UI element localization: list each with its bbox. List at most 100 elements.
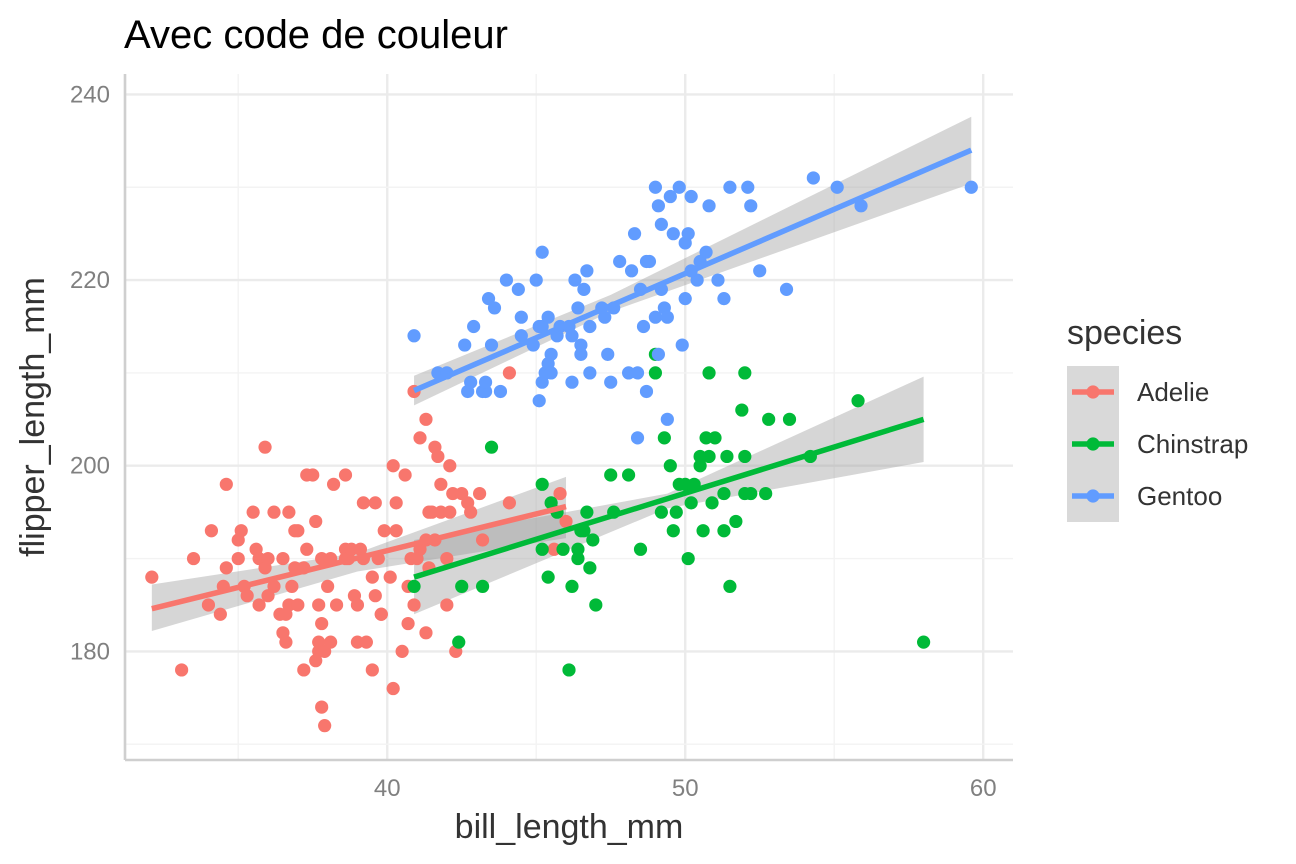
adelie-point	[502, 496, 517, 510]
gentoo-point	[604, 375, 618, 389]
adelie-point	[318, 719, 332, 733]
adelie-point	[443, 459, 457, 473]
adelie-point	[338, 468, 353, 482]
y-axis-title: flipper_length_mm	[14, 277, 52, 557]
adelie-point	[377, 524, 391, 538]
x-axis-title: bill_length_mm	[455, 808, 684, 846]
gentoo-fit-line	[412, 147, 973, 394]
adelie-point	[440, 598, 454, 612]
gentoo-point	[660, 310, 674, 324]
gentoo-point	[654, 217, 668, 231]
chinstrap-point	[684, 496, 698, 510]
adelie-point	[365, 663, 379, 677]
chinstrap-point	[696, 524, 710, 538]
chinstrap-point	[762, 412, 776, 426]
gentoo-point	[478, 375, 493, 389]
gentoo-point	[660, 412, 674, 426]
gentoo-point	[574, 347, 588, 361]
chart-title: Avec code de couleur	[124, 13, 508, 57]
adelie-point	[356, 496, 370, 510]
gentoo-point	[717, 292, 731, 306]
chinstrap-point	[735, 403, 749, 417]
gentoo-point	[648, 180, 663, 194]
chinstrap-point	[571, 551, 585, 566]
gentoo-point	[630, 431, 645, 445]
adelie-point	[383, 570, 397, 584]
gentoo-point	[854, 199, 868, 213]
adelie-point	[359, 635, 373, 649]
adelie-point	[267, 505, 281, 519]
gentoo-point	[565, 375, 579, 389]
y-tick-label: 200	[70, 453, 110, 480]
chinstrap-point	[663, 459, 677, 473]
gentoo-point	[779, 282, 794, 296]
chinstrap-fit-line	[413, 416, 925, 580]
chinstrap-point	[556, 542, 570, 556]
x-tick-label: 60	[970, 775, 997, 802]
gentoo-point	[624, 264, 639, 278]
gentoo-point	[744, 199, 758, 213]
adelie-point	[240, 589, 254, 603]
gentoo-legend-point	[1086, 489, 1100, 503]
adelie-point	[365, 570, 379, 584]
adelie-point	[475, 533, 490, 547]
chinstrap-point	[693, 459, 707, 473]
chinstrap-point	[717, 524, 731, 538]
gentoo-point	[493, 384, 508, 399]
adelie-legend-point	[1086, 385, 1100, 399]
gentoo-point	[636, 319, 651, 334]
gentoo-point	[532, 394, 546, 408]
legend-title: species	[1067, 314, 1182, 352]
gentoo-point	[487, 301, 502, 315]
grid	[125, 74, 1013, 760]
gentoo-point	[642, 254, 657, 269]
chinstrap-point	[475, 579, 490, 594]
chinstrap-point	[621, 468, 636, 482]
adelie-point	[321, 579, 335, 594]
gentoo-point	[613, 254, 627, 269]
adelie-point	[434, 477, 448, 491]
gentoo-point	[651, 347, 665, 361]
gentoo-point	[630, 366, 645, 380]
adelie-fit-line	[151, 503, 567, 612]
gentoo-point	[675, 338, 689, 352]
adelie-point	[389, 524, 403, 538]
chinstrap-point	[669, 505, 683, 519]
chinstrap-point	[657, 431, 671, 445]
y-axis-ticks: 180 200 220 240	[70, 81, 110, 665]
adelie-point	[324, 635, 338, 649]
gentoo-point	[535, 245, 549, 259]
adelie-point	[464, 505, 478, 519]
gentoo-point	[672, 180, 686, 194]
data-points	[145, 171, 978, 733]
gentoo-legend-label: Gentoo	[1137, 481, 1222, 511]
gentoo-point	[681, 227, 695, 241]
adelie-point	[389, 496, 403, 510]
adelie-point	[267, 579, 281, 594]
adelie-point	[368, 589, 382, 603]
chinstrap-point	[851, 394, 865, 408]
chinstrap-legend-point	[1086, 437, 1100, 451]
gentoo-point	[478, 384, 493, 399]
gentoo-point	[753, 264, 767, 278]
adelie-point	[431, 449, 445, 464]
chinstrap-point	[535, 542, 549, 556]
gentoo-point	[598, 310, 612, 324]
chinstrap-point	[604, 468, 618, 482]
adelie-point	[258, 440, 272, 454]
gentoo-point	[574, 338, 588, 352]
chinstrap-legend-label: Chinstrap	[1137, 429, 1248, 459]
gentoo-point	[723, 180, 737, 194]
adelie-point	[291, 598, 305, 612]
adelie-point	[291, 524, 305, 538]
gentoo-point	[514, 310, 528, 324]
adelie-point	[440, 551, 454, 566]
adelie-point	[186, 551, 201, 566]
adelie-point	[419, 626, 433, 640]
adelie-point	[145, 570, 159, 584]
chinstrap-point	[455, 579, 469, 594]
gentoo-point	[407, 329, 421, 343]
gentoo-point	[678, 292, 692, 306]
adelie-point	[252, 598, 266, 612]
